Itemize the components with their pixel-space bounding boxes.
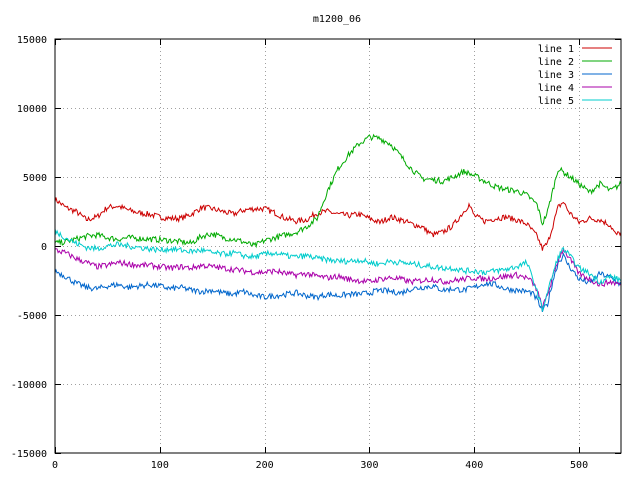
legend-label: line 2	[538, 57, 574, 68]
x-tick-label: 400	[465, 460, 483, 471]
y-tick-label: 10000	[17, 104, 47, 115]
x-tick-label: 0	[52, 460, 58, 471]
legend-label: line 4	[538, 83, 574, 94]
y-tick-label: 5000	[23, 173, 47, 184]
series-lines	[54, 133, 622, 313]
x-tick-label: 200	[256, 460, 274, 471]
series-line-5	[54, 228, 622, 312]
y-tick-label: 15000	[17, 35, 47, 46]
x-tick-label: 500	[570, 460, 588, 471]
y-tick-label: -5000	[17, 311, 47, 322]
y-tick-label: -10000	[11, 380, 47, 391]
legend-label: line 3	[538, 70, 574, 81]
series-line-2	[54, 133, 622, 249]
series-line-4	[54, 247, 622, 311]
chart-title: m1200_06	[313, 14, 361, 25]
legend-label: line 5	[538, 96, 574, 107]
axis-ticks: 0 100 200 300 400 500 -15000 -10000 -5000 0 5000 10…	[11, 35, 621, 471]
x-tick-label: 100	[151, 460, 169, 471]
series-line-1	[54, 197, 622, 251]
y-tick-label: 0	[41, 242, 47, 253]
y-tick-label: -15000	[11, 449, 47, 460]
x-tick-label: 300	[360, 460, 378, 471]
grid	[55, 39, 621, 453]
legend: line 1 line 2 line 3 line 4 line 5	[538, 44, 612, 107]
series-line-3	[54, 252, 622, 313]
legend-label: line 1	[538, 44, 574, 55]
